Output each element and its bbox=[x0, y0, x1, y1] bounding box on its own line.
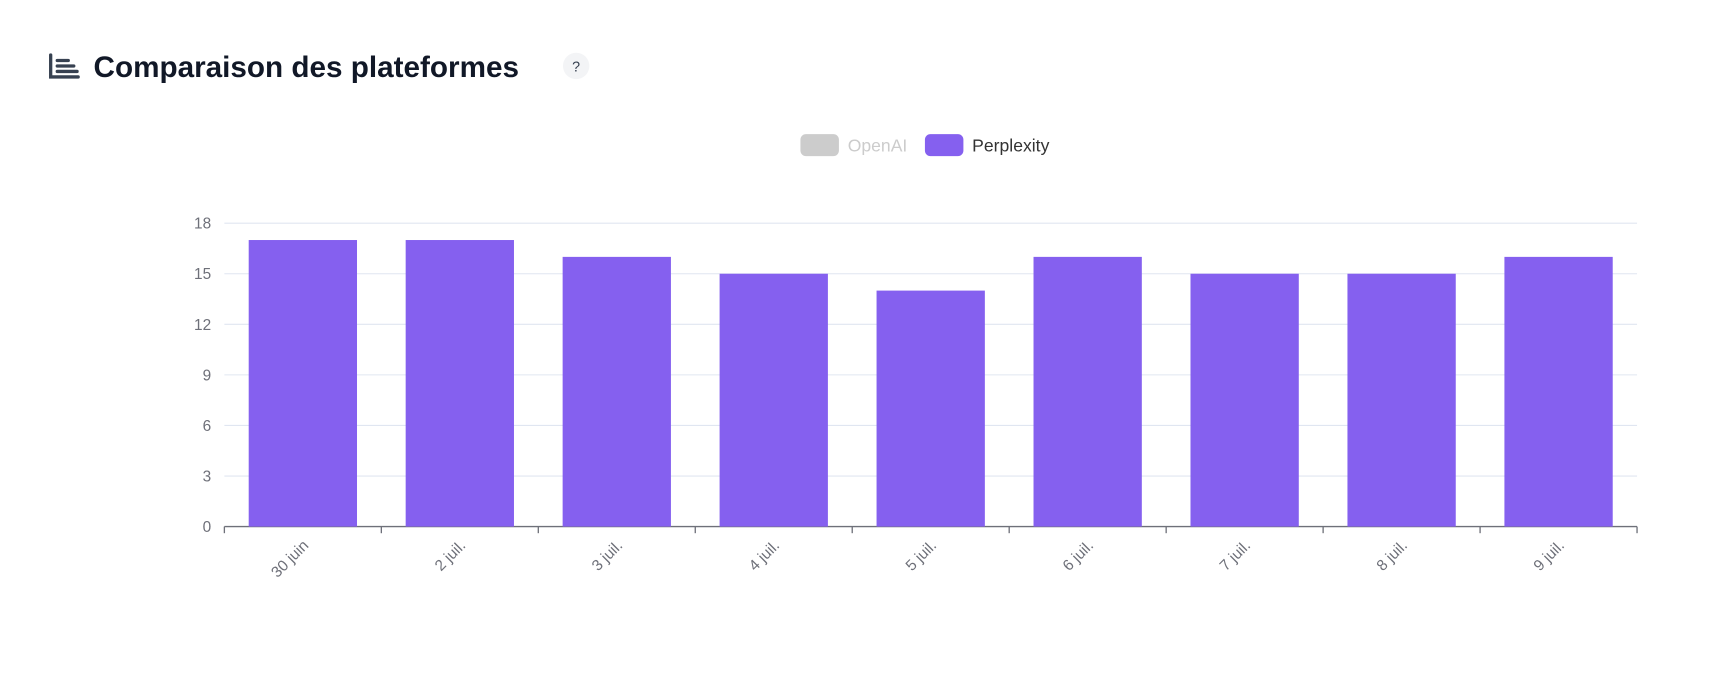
x-tick-label: 9 juil. bbox=[1531, 537, 1568, 574]
legend-swatch[interactable] bbox=[800, 134, 839, 157]
chart-icon bbox=[49, 53, 80, 79]
y-tick-label: 18 bbox=[194, 216, 211, 233]
bar bbox=[1033, 256, 1142, 527]
bar bbox=[876, 290, 985, 527]
x-tick-label: 8 juil. bbox=[1374, 537, 1411, 574]
x-tick-label: 3 juil. bbox=[589, 537, 626, 574]
y-tick-label: 0 bbox=[203, 519, 212, 536]
x-tick-label: 4 juil. bbox=[746, 537, 783, 574]
bar bbox=[719, 273, 828, 527]
x-tick-label: 30 juin bbox=[268, 537, 312, 581]
x-tick-label: 7 juil. bbox=[1217, 537, 1254, 574]
legend-swatch[interactable] bbox=[924, 134, 964, 157]
chart-title: Comparaison des plateformes bbox=[94, 51, 519, 84]
x-tick-label: 6 juil. bbox=[1060, 537, 1097, 574]
bar bbox=[248, 240, 358, 527]
help-icon[interactable]: ? bbox=[572, 59, 580, 75]
bar bbox=[1190, 273, 1299, 527]
bar bbox=[1504, 256, 1613, 527]
help-button[interactable] bbox=[562, 52, 590, 80]
y-tick-label: 12 bbox=[194, 317, 211, 334]
legend-label[interactable]: Perplexity bbox=[972, 136, 1049, 156]
bar bbox=[562, 256, 671, 527]
x-tick-label: 2 juil. bbox=[432, 537, 469, 574]
y-tick-label: 3 bbox=[203, 469, 212, 486]
x-tick-label: 5 juil. bbox=[903, 537, 940, 574]
y-tick-label: 15 bbox=[194, 266, 211, 283]
bar bbox=[1347, 273, 1456, 527]
y-tick-label: 9 bbox=[203, 367, 212, 384]
bar bbox=[405, 240, 514, 527]
y-tick-label: 6 bbox=[203, 418, 212, 435]
legend-label[interactable]: OpenAI bbox=[848, 136, 908, 156]
